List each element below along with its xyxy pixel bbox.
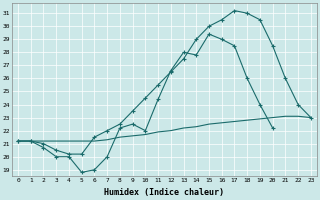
X-axis label: Humidex (Indice chaleur): Humidex (Indice chaleur) bbox=[104, 188, 224, 197]
